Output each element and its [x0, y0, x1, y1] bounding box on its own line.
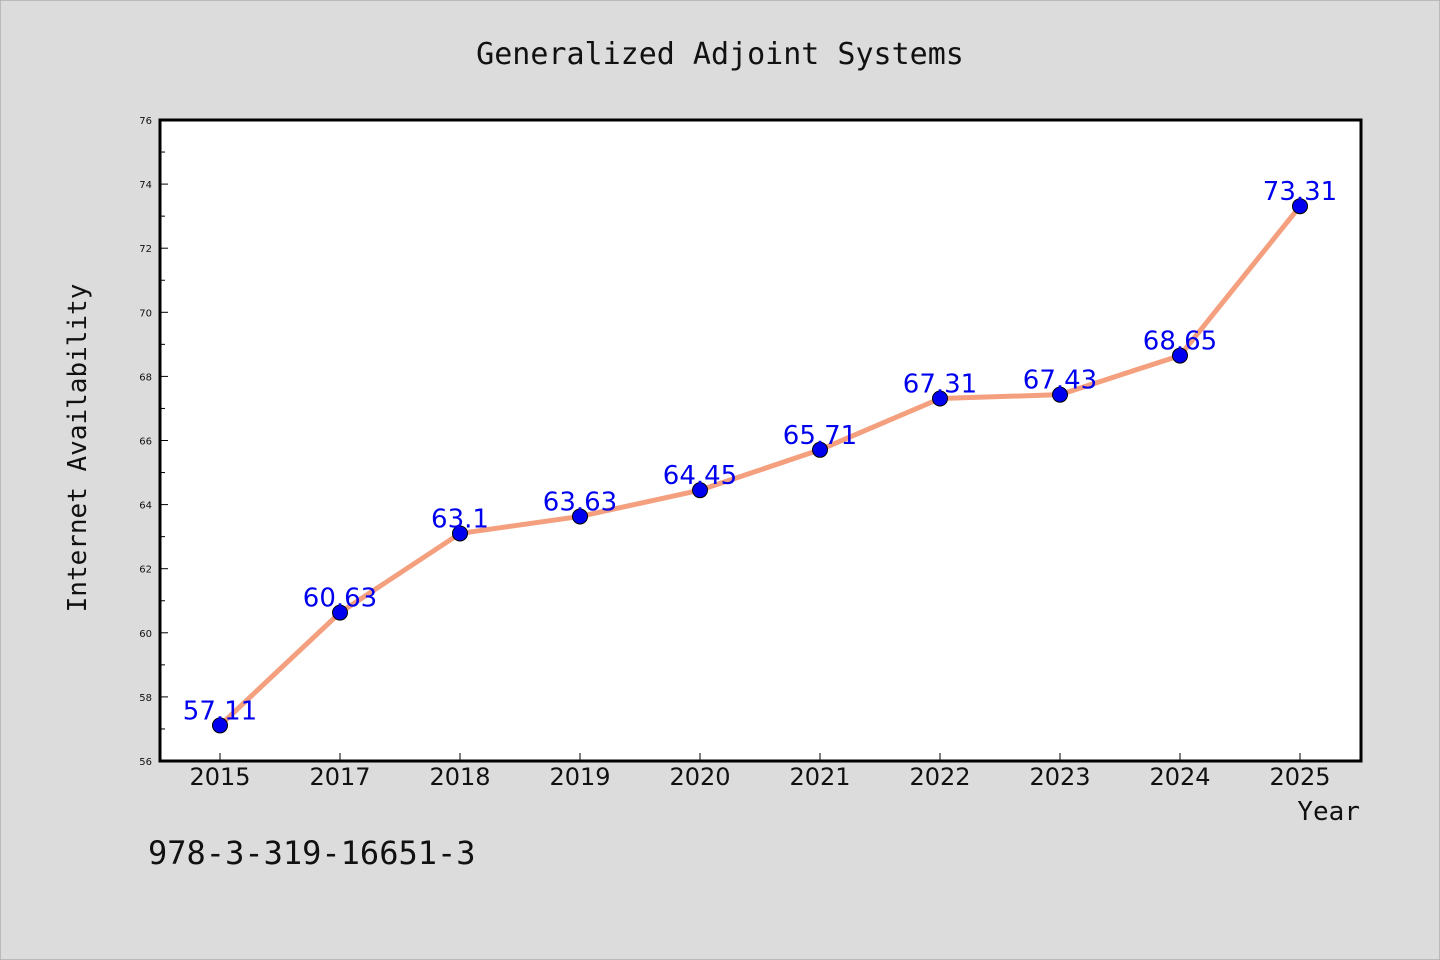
y-axis-label: Internet Availability — [63, 284, 93, 613]
series-markers — [212, 198, 1308, 734]
y-tick-label: 74 — [139, 180, 152, 191]
x-tick-label: 2022 — [909, 763, 970, 791]
data-point — [572, 508, 588, 525]
data-point — [452, 525, 468, 542]
data-label: 63.1 — [431, 504, 489, 534]
x-tick-label: 2025 — [1269, 763, 1330, 791]
data-label: 67.43 — [1023, 366, 1097, 396]
data-point — [212, 717, 228, 734]
y-tick-label: 56 — [139, 757, 152, 768]
data-label: 65.71 — [783, 421, 857, 451]
data-point — [812, 441, 828, 458]
data-labels: 57.11 60.63 63.1 63.63 64.45 65.71 67.31 67.43 6… — [183, 177, 1337, 726]
y-tick-label: 76 — [139, 116, 152, 127]
x-tick-label: 2015 — [189, 763, 250, 791]
x-tick-label: 2020 — [669, 763, 730, 791]
y-tick-label: 72 — [139, 244, 152, 255]
y-tick-label: 58 — [139, 693, 152, 704]
data-label: 57.11 — [183, 696, 257, 726]
x-tick-label: 2018 — [429, 763, 490, 791]
x-tick-label: 2019 — [549, 763, 610, 791]
chart-title: Generalized Adjoint Systems — [476, 37, 964, 72]
data-point — [1172, 347, 1188, 364]
y-axis-ticks: 56 58 60 62 64 66 68 70 72 74 76 — [139, 116, 168, 768]
x-axis-label: Year — [1297, 797, 1360, 827]
data-point — [1052, 386, 1068, 403]
isbn-footnote: 978-3-319-16651-3 — [148, 834, 476, 872]
data-label: 73.31 — [1263, 177, 1337, 207]
y-tick-label: 60 — [139, 629, 152, 640]
plot-area — [158, 118, 1363, 763]
y-tick-label: 64 — [139, 501, 152, 512]
data-point — [332, 604, 348, 621]
data-label: 60.63 — [303, 584, 377, 614]
y-tick-label: 70 — [139, 308, 152, 319]
x-tick-label: 2024 — [1149, 763, 1210, 791]
x-tick-label: 2021 — [789, 763, 850, 791]
data-point — [932, 390, 948, 407]
y-tick-label: 62 — [139, 565, 152, 576]
data-point — [692, 482, 708, 499]
data-point — [1292, 198, 1308, 215]
data-label: 68.65 — [1143, 327, 1217, 357]
x-axis-ticks: 2015 2017 2018 2019 2020 2021 2022 2023 2024 2025 — [189, 753, 1331, 791]
data-label: 63.63 — [543, 487, 617, 517]
data-label: 64.45 — [663, 461, 737, 491]
x-tick-label: 2023 — [1029, 763, 1090, 791]
y-tick-label: 68 — [139, 372, 152, 383]
data-label: 67.31 — [903, 370, 977, 400]
x-tick-label: 2017 — [309, 763, 370, 791]
series-line — [218, 204, 1302, 728]
y-tick-label: 66 — [139, 437, 152, 448]
